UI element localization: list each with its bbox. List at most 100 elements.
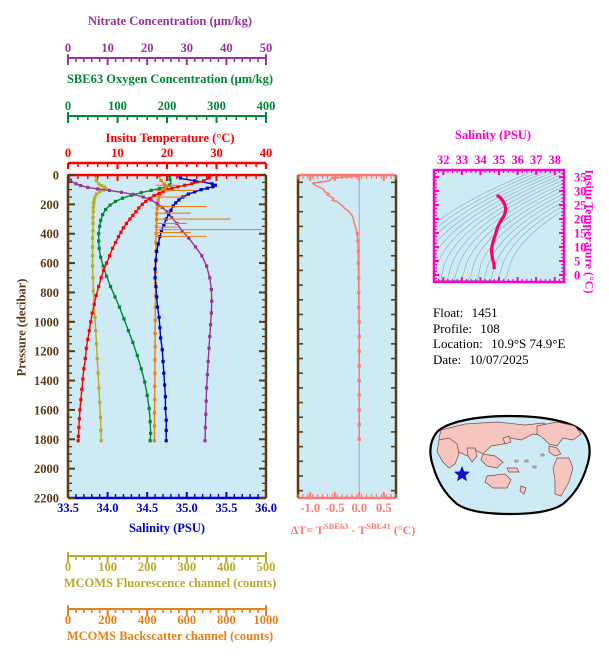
metadata-location-value: 10.9°S 74.9°E	[491, 336, 566, 351]
delta-t-marker	[357, 437, 361, 441]
profile-marker	[162, 223, 166, 227]
profile-marker	[126, 329, 130, 333]
profile-marker	[205, 373, 209, 377]
profile-marker	[93, 195, 97, 199]
profile-marker	[117, 305, 122, 309]
world-map	[429, 414, 591, 516]
svg-text:0: 0	[65, 41, 71, 55]
profile-marker	[68, 178, 72, 182]
profile-marker	[78, 408, 82, 412]
float-location-star-icon	[454, 466, 470, 482]
profile-marker	[156, 199, 160, 203]
profile-marker	[99, 183, 103, 188]
svg-text:5: 5	[574, 255, 580, 269]
svg-text:800: 800	[217, 613, 236, 627]
profile-marker	[90, 236, 95, 240]
profile-marker	[91, 229, 95, 233]
svg-text:0: 0	[65, 560, 71, 574]
profile-marker	[154, 284, 158, 289]
profile-marker	[76, 434, 80, 438]
profile-marker	[171, 204, 175, 208]
profile-marker	[159, 229, 164, 233]
profile-marker	[213, 183, 217, 187]
pressure-axis-title: Pressure (decibar)	[14, 278, 29, 377]
profile-marker	[154, 258, 158, 262]
profile-marker	[92, 302, 96, 306]
profile-marker	[153, 358, 157, 362]
profile-marker	[141, 195, 145, 199]
profile-marker	[148, 196, 152, 201]
svg-text:36: 36	[511, 153, 524, 167]
profile-marker	[113, 295, 117, 299]
svg-text:-0.5: -0.5	[325, 501, 345, 515]
profile-marker	[149, 188, 153, 193]
profile-marker	[137, 206, 141, 210]
profile-marker	[116, 235, 121, 239]
profile-marker	[89, 320, 93, 324]
profile-marker	[163, 406, 168, 411]
svg-text:1400: 1400	[34, 374, 59, 388]
svg-text:200: 200	[40, 198, 59, 212]
profile-marker	[93, 315, 97, 320]
profile-marker	[104, 186, 108, 191]
profile-marker	[131, 340, 135, 344]
profile-marker	[180, 229, 184, 233]
profile-marker	[160, 205, 164, 209]
temperature-axis-svg: 0 10 20 30 40	[65, 146, 272, 169]
profile-marker	[99, 428, 103, 433]
profile-marker	[148, 420, 152, 424]
delta-t-marker	[356, 249, 360, 253]
svg-text:10: 10	[574, 241, 587, 255]
profile-marker	[140, 202, 144, 206]
profile-marker	[98, 415, 103, 419]
svg-text:20: 20	[574, 213, 587, 227]
delta-t-marker	[356, 261, 360, 265]
profile-marker	[124, 221, 129, 226]
profile-marker	[187, 236, 191, 240]
profile-marker	[158, 326, 162, 330]
delta-t-marker	[357, 290, 361, 295]
profile-marker	[95, 356, 99, 361]
svg-text:0: 0	[53, 169, 59, 183]
svg-text:1000: 1000	[254, 613, 279, 627]
profile-marker	[153, 345, 157, 349]
profile-marker	[206, 359, 210, 364]
nitrate-axis-group: Nitrate Concentration (μm/kg) 0 10 20 30 40 5…	[0, 14, 340, 66]
profile-marker	[144, 199, 148, 204]
profile-marker	[81, 377, 85, 381]
ts-temperature-axis-title: Insitu Temperature (°C)	[582, 169, 597, 294]
isopycnal-contour	[434, 170, 560, 245]
profile-marker	[98, 224, 102, 228]
profile-marker	[101, 264, 105, 268]
temperature-axis-group: Insitu Temperature (°C) 0 10 20 30 40	[0, 131, 340, 173]
profile-marker	[163, 383, 167, 387]
isopycnal-contour	[434, 184, 562, 281]
map-islands	[514, 453, 545, 469]
map-north-america	[536, 421, 582, 447]
profile-marker	[77, 425, 81, 430]
svg-text:33.5: 33.5	[57, 501, 79, 515]
metadata-date-row: Date: 10/07/2025	[433, 352, 565, 368]
isopycnal-contour	[434, 174, 562, 281]
ts-salinity-axis-title: Salinity (PSU)	[454, 128, 532, 142]
profile-marker	[128, 217, 132, 221]
metadata-profile-label: Profile:	[433, 320, 472, 336]
profile-marker	[210, 299, 214, 303]
svg-text:2200: 2200	[34, 492, 59, 506]
profile-marker	[161, 359, 165, 364]
profile-marker	[159, 336, 163, 340]
isopycnal-contour	[434, 211, 562, 281]
metadata-location-row: Location: 10.9°S 74.9°E	[433, 336, 565, 352]
profile-marker	[200, 254, 204, 258]
profile-marker	[98, 190, 102, 194]
svg-text:0: 0	[65, 146, 71, 160]
fluorescence-axis-title: MCOMS Fluorescence channel (counts)	[63, 576, 277, 590]
profile-marker	[208, 334, 212, 339]
svg-text:500: 500	[257, 560, 276, 574]
profile-marker	[79, 183, 83, 188]
delta-t-axis-title: ΔT= TSBE63 - TSBE41 (°C)	[283, 521, 423, 538]
profile-marker	[147, 406, 151, 411]
profile-marker	[94, 342, 99, 346]
profile-marker	[79, 398, 83, 402]
profile-marker	[202, 179, 206, 183]
